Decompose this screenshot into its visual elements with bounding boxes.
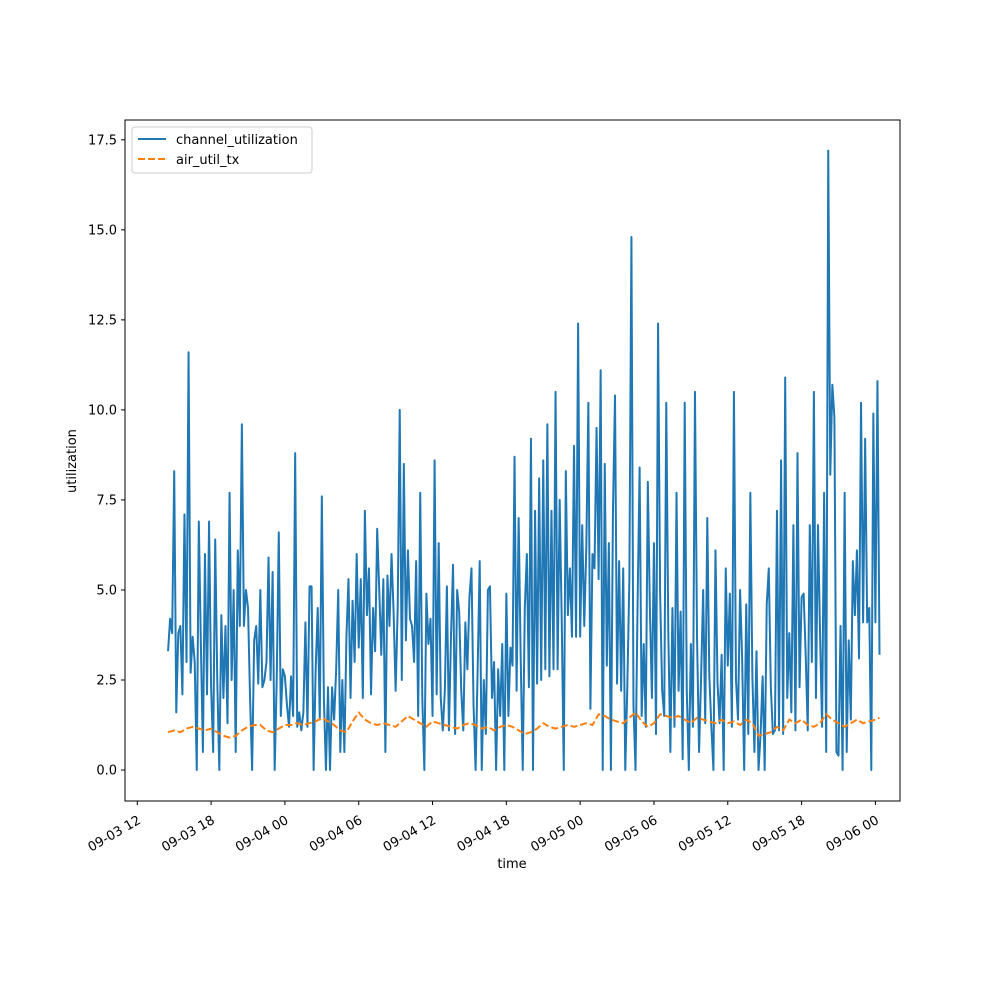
legend-box [131,126,313,174]
x-axis-label: time [497,857,526,872]
plot-frame [124,119,901,802]
y-tick-label: 2.5 [96,673,117,688]
series-line-channel-utilization [167,149,881,772]
y-tick-label: 7.5 [96,493,117,508]
y-axis-label: utilization [65,429,80,493]
y-tick-label: 0.0 [96,764,117,779]
y-axis: 0.0 2.5 5.0 7.5 10.0 12.5 15.0 17.5 [88,133,125,779]
y-tick-label: 17.5 [88,133,117,148]
y-tick-label: 10.0 [88,403,117,418]
plot-area [167,149,881,772]
legend-label-channel-utilization: channel_utilization [176,133,298,148]
y-tick-label: 5.0 [96,583,117,598]
legend-label-air-util-tx: air_util_tx [176,153,240,168]
y-tick-label: 15.0 [88,223,117,238]
series-line-air-util-tx [167,711,880,739]
y-tick-label: 12.5 [88,313,117,328]
legend: channel_utilization air_util_tx [131,126,313,174]
